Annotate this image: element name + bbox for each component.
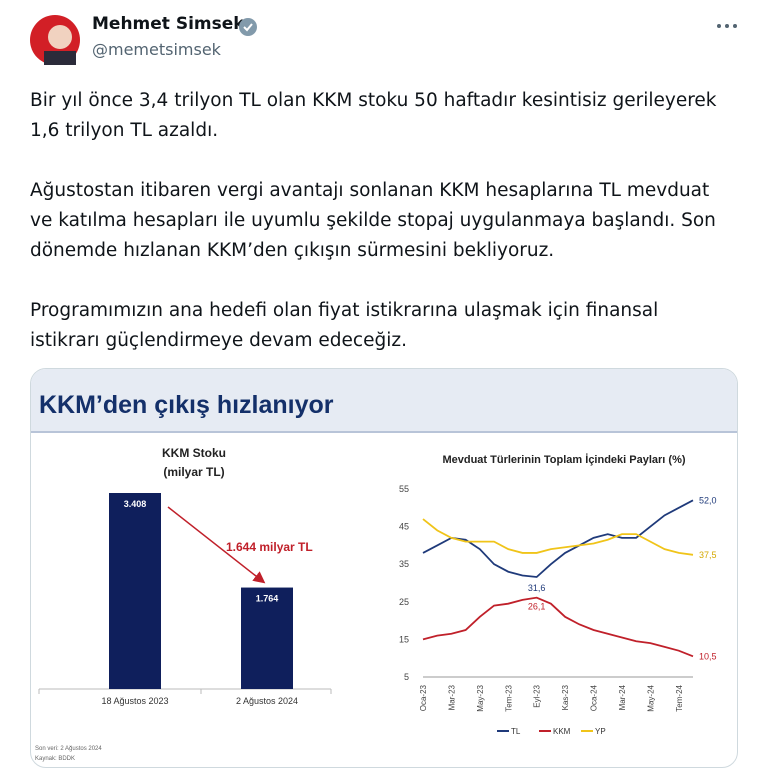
chart-title: Mevduat Türlerinin Toplam İçindeki Payla… <box>442 453 685 466</box>
x-tick-label: 18 Ağustos 2023 <box>101 696 168 706</box>
x-tick-label: Tem-23 <box>504 684 513 711</box>
chart-image: KKM’den çıkış hızlanıyor Son veri: 2 Ağu… <box>31 369 737 762</box>
paragraph: Bir yıl önce 3,4 trilyon TL olan KKM sto… <box>30 90 717 141</box>
tweet-text: Bir yıl önce 3,4 trilyon TL olan KKM sto… <box>30 86 730 386</box>
bar <box>241 587 293 689</box>
data-label: 52,0 <box>699 495 717 505</box>
note: Son veri: 2 Ağustos 2024 <box>35 746 102 752</box>
image-heading: KKM’den çıkış hızlanıyor <box>39 391 334 419</box>
x-tick-label: 2 Ağustos 2024 <box>236 696 298 706</box>
more-button[interactable] <box>715 20 739 32</box>
legend-label: TL <box>511 727 521 736</box>
y-tick-label: 35 <box>399 559 409 569</box>
x-tick-label: Kas-23 <box>561 684 570 710</box>
y-tick-label: 55 <box>399 484 409 494</box>
divider <box>31 431 737 433</box>
image-card[interactable]: KKM’den çıkış hızlanıyor Son veri: 2 Ağu… <box>30 368 738 768</box>
data-label: 10,5 <box>699 651 717 661</box>
avatar[interactable] <box>30 15 80 65</box>
x-tick-label: May-24 <box>646 684 655 711</box>
paragraph: Programımızın ana hedefi olan fiyat isti… <box>30 300 659 351</box>
handle[interactable]: @memetsimsek <box>92 40 221 59</box>
data-label: 3.408 <box>124 499 147 509</box>
x-tick-label: Tem-24 <box>675 684 684 711</box>
x-tick-label: May-23 <box>476 684 485 711</box>
x-tick-label: Oca-23 <box>419 684 428 711</box>
series-line <box>422 596 694 658</box>
x-tick-label: Oca-24 <box>590 684 599 711</box>
series-line <box>422 518 694 556</box>
display-name[interactable]: Mehmet Simsek <box>92 14 245 34</box>
y-tick-label: 25 <box>399 597 409 607</box>
data-label: 37,5 <box>699 550 717 560</box>
x-tick-label: Mar-23 <box>447 684 456 710</box>
verified-badge <box>239 18 257 36</box>
x-tick-label: Eyl-23 <box>533 684 542 707</box>
heading-band <box>31 369 737 431</box>
x-tick-label: Mar-24 <box>618 684 627 710</box>
paragraph: Ağustostan itibaren vergi avantajı sonla… <box>30 180 716 261</box>
data-label: 26,1 <box>528 602 546 612</box>
legend-label: KKM <box>553 727 571 736</box>
chart-subtitle: (milyar TL) <box>163 465 224 479</box>
data-label: 1.764 <box>256 594 279 604</box>
series-line <box>422 499 694 578</box>
note: Kaynak: BDDK <box>35 756 75 762</box>
y-tick-label: 45 <box>399 522 409 532</box>
annotation: 1.644 milyar TL <box>226 540 313 554</box>
data-label: 31,6 <box>528 583 546 593</box>
chart-title: KKM Stoku <box>162 446 226 460</box>
arrow <box>167 506 266 584</box>
y-tick-label: 5 <box>404 672 409 682</box>
bar <box>109 493 161 689</box>
y-tick-label: 15 <box>399 634 409 644</box>
legend-label: YP <box>595 727 606 736</box>
